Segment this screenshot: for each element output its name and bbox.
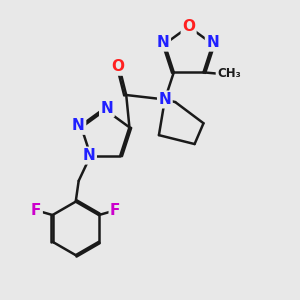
Text: N: N: [206, 35, 219, 50]
Text: N: N: [158, 92, 171, 107]
Text: CH₃: CH₃: [217, 67, 241, 80]
Text: O: O: [111, 59, 124, 74]
Text: F: F: [110, 203, 120, 218]
Text: N: N: [100, 101, 113, 116]
Text: N: N: [83, 148, 95, 163]
Text: F: F: [31, 203, 41, 218]
Text: O: O: [182, 19, 195, 34]
Text: N: N: [72, 118, 85, 133]
Text: N: N: [157, 35, 169, 50]
